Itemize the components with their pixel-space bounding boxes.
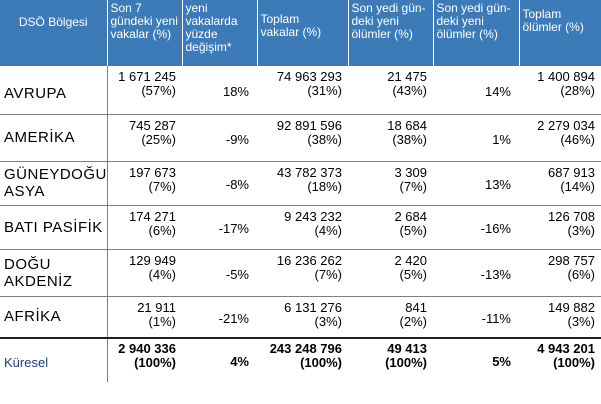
new-deaths-cell: 2 420 (5%) [348, 249, 433, 297]
total-deaths-cell: 298 757 (6%) [519, 249, 601, 297]
region-name-global: Küresel [0, 337, 108, 382]
change-cell: -9% [182, 114, 257, 162]
new-cases-cell: 1 671 245 (57%) [107, 66, 182, 115]
header-change-pct: yeni vakalarda yüzde değişim* [181, 0, 257, 66]
new-cases-cell: 745 287 (25%) [107, 114, 182, 162]
total-cases-cell: 43 782 373 (18%) [257, 161, 348, 206]
new-deaths-cell: 2 684 (5%) [348, 205, 433, 250]
total-deaths-cell: 126 708 (3%) [519, 205, 601, 250]
change-cell: -5% [182, 249, 257, 297]
death-change-cell: -16% [433, 205, 519, 250]
new-cases-cell: 174 271 (6%) [107, 205, 182, 250]
death-change-cell: -11% [433, 296, 519, 339]
region-name: BATI PASİFİK [0, 205, 108, 250]
total-deaths-cell: 687 913 (14%) [519, 161, 601, 206]
change-cell: 18% [182, 66, 257, 115]
header-death-change-pct: Son yedi gün- deki yeni ölümler (%) [432, 0, 519, 66]
who-region-table: DSÖ Bölgesi Son 7 gündeki yeni vakalar (… [0, 0, 601, 382]
death-change-cell: -13% [433, 249, 519, 297]
header-row: DSÖ Bölgesi Son 7 gündeki yeni vakalar (… [0, 0, 601, 66]
new-deaths-cell: 18 684 (38%) [348, 114, 433, 162]
header-region: DSÖ Bölgesi [0, 0, 107, 66]
table-row: AFRİKA 21 911 (1%) -21% 6 131 276 (3%) 841… [0, 296, 601, 339]
total-deaths-cell: 4 943 201 (100%) [519, 337, 601, 382]
total-cases-cell: 9 243 232 (4%) [257, 205, 348, 250]
total-cases-cell: 243 248 796 (100%) [257, 337, 348, 382]
total-deaths-cell: 1 400 894 (28%) [519, 66, 601, 115]
table-row: AMERİKA 745 287 (25%) -9% 92 891 596 (38%)… [0, 114, 601, 162]
change-cell: -17% [182, 205, 257, 250]
death-change-cell: 14% [433, 66, 519, 115]
total-deaths-cell: 2 279 034 (46%) [519, 114, 601, 162]
death-change-cell: 1% [433, 114, 519, 162]
death-change-cell: 13% [433, 161, 519, 206]
region-name: GÜNEYDOĞU ASYA [0, 161, 108, 206]
death-change-cell: 5% [433, 337, 519, 382]
header-total-cases: Toplam vakalar (%) [256, 0, 348, 66]
new-cases-cell: 21 911 (1%) [107, 296, 182, 339]
region-name: DOĞU AKDENİZ [0, 249, 108, 297]
total-cases-cell: 16 236 262 (7%) [257, 249, 348, 297]
new-deaths-cell: 49 413 (100%) [348, 337, 433, 382]
table-row: BATI PASİFİK 174 271 (6%) -17% 9 243 232(… [0, 205, 601, 250]
total-row: Küresel 2 940 336 (100%) 4% 243 248 796 (1… [0, 337, 601, 382]
new-deaths-cell: 21 475 (43%) [348, 66, 433, 115]
header-new-cases-7d: Son 7 gündeki yeni vakalar (%) [106, 0, 182, 66]
region-name: AFRİKA [0, 296, 108, 339]
new-deaths-cell: 3 309 (7%) [348, 161, 433, 206]
total-cases-cell: 6 131 276 (3%) [257, 296, 348, 339]
new-cases-cell: 197 673 (7%) [107, 161, 182, 206]
table-row: GÜNEYDOĞU ASYA 197 673 (7%) -8% 43 782 373… [0, 161, 601, 206]
table-row: AVRUPA 1 671 245 (57%) 18% 74 963 293 (31%… [0, 66, 601, 115]
region-name: AMERİKA [0, 114, 108, 162]
new-deaths-cell: 841 (2%) [348, 296, 433, 339]
header-total-deaths: Toplam ölümler (%) [518, 0, 601, 66]
change-cell: -21% [182, 296, 257, 339]
new-cases-cell: 129 949 (4%) [107, 249, 182, 297]
header-new-deaths-7d: Son yedi gün- deki yeni ölümler (%) [347, 0, 433, 66]
total-cases-cell: 92 891 596 (38%) [257, 114, 348, 162]
total-cases-cell: 74 963 293 (31%) [257, 66, 348, 115]
new-cases-cell: 2 940 336 (100%) [107, 337, 182, 382]
total-deaths-cell: 149 882 (3%) [519, 296, 601, 339]
change-cell: 4% [182, 337, 257, 382]
table-row: DOĞU AKDENİZ 129 949 (4%) -5% 16 236 262 (7… [0, 249, 601, 297]
region-name: AVRUPA [0, 66, 108, 115]
change-cell: -8% [182, 161, 257, 206]
